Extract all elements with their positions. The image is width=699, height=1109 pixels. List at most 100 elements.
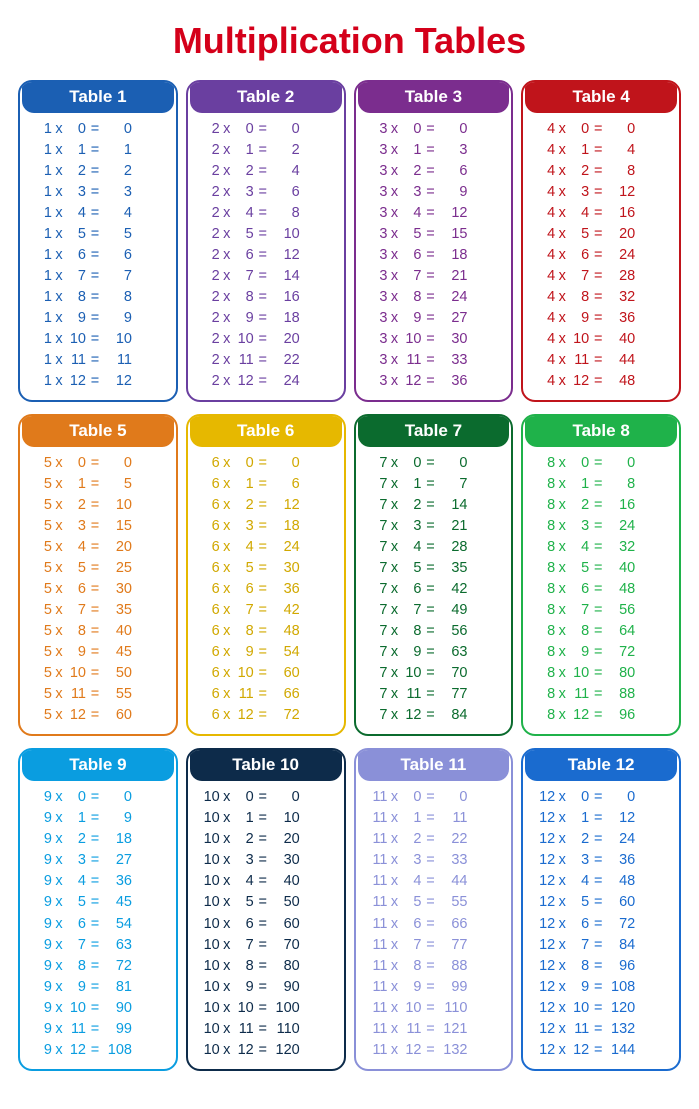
table-row: 7x4=28 xyxy=(366,537,502,558)
table-row: 4x12=48 xyxy=(533,371,669,392)
table-row: 1x8=8 xyxy=(30,287,166,308)
multiplier: 2 xyxy=(66,161,88,182)
product: 10 xyxy=(270,224,300,245)
product: 15 xyxy=(102,516,132,537)
multiplier: 8 xyxy=(234,956,256,977)
product: 0 xyxy=(605,787,635,808)
equals-symbol: = xyxy=(591,371,605,392)
equals-symbol: = xyxy=(591,1019,605,1040)
table-row: 4x6=24 xyxy=(533,245,669,266)
table-rows: 6x0=06x1=66x2=126x3=186x4=246x5=306x6=36… xyxy=(188,447,344,734)
equals-symbol: = xyxy=(88,935,102,956)
product: 6 xyxy=(438,161,468,182)
table-card-7: Table 77x0=07x1=77x2=147x3=217x4=287x5=3… xyxy=(354,414,514,736)
multiplicand: 6 xyxy=(198,558,220,579)
multiplicand: 11 xyxy=(366,935,388,956)
multiplicand: 4 xyxy=(533,224,555,245)
multiplier: 4 xyxy=(234,537,256,558)
product: 12 xyxy=(605,808,635,829)
times-symbol: x xyxy=(52,474,66,495)
equals-symbol: = xyxy=(424,914,438,935)
table-row: 11x9=99 xyxy=(366,977,502,998)
table-row: 6x11=66 xyxy=(198,684,334,705)
product: 0 xyxy=(270,453,300,474)
multiplier: 8 xyxy=(569,621,591,642)
multiplier: 12 xyxy=(234,371,256,392)
product: 55 xyxy=(102,684,132,705)
equals-symbol: = xyxy=(256,684,270,705)
multiplier: 3 xyxy=(234,182,256,203)
product: 24 xyxy=(605,245,635,266)
times-symbol: x xyxy=(555,119,569,140)
multiplier: 9 xyxy=(234,977,256,998)
table-row: 1x5=5 xyxy=(30,224,166,245)
multiplicand: 10 xyxy=(198,829,220,850)
times-symbol: x xyxy=(388,850,402,871)
equals-symbol: = xyxy=(88,474,102,495)
table-card-4: Table 44x0=04x1=44x2=84x3=124x4=164x5=20… xyxy=(521,80,681,402)
product: 24 xyxy=(270,537,300,558)
product: 121 xyxy=(438,1019,468,1040)
multiplier: 10 xyxy=(569,998,591,1019)
product: 60 xyxy=(102,705,132,726)
multiplicand: 2 xyxy=(198,371,220,392)
times-symbol: x xyxy=(555,705,569,726)
multiplier: 5 xyxy=(402,558,424,579)
times-symbol: x xyxy=(52,266,66,287)
table-row: 9x6=54 xyxy=(30,914,166,935)
multiplier: 9 xyxy=(402,642,424,663)
equals-symbol: = xyxy=(256,914,270,935)
multiplier: 1 xyxy=(569,808,591,829)
multiplier: 11 xyxy=(234,350,256,371)
table-row: 12x5=60 xyxy=(533,892,669,913)
equals-symbol: = xyxy=(88,182,102,203)
equals-symbol: = xyxy=(88,956,102,977)
multiplier: 1 xyxy=(402,474,424,495)
equals-symbol: = xyxy=(88,161,102,182)
times-symbol: x xyxy=(388,453,402,474)
multiplicand: 5 xyxy=(30,705,52,726)
multiplicand: 3 xyxy=(366,266,388,287)
product: 14 xyxy=(438,495,468,516)
multiplicand: 5 xyxy=(30,516,52,537)
multiplicand: 4 xyxy=(533,161,555,182)
multiplicand: 1 xyxy=(30,287,52,308)
multiplier: 10 xyxy=(402,998,424,1019)
table-row: 12x7=84 xyxy=(533,935,669,956)
multiplicand: 12 xyxy=(533,808,555,829)
multiplier: 4 xyxy=(402,203,424,224)
multiplier: 5 xyxy=(234,892,256,913)
table-row: 9x11=99 xyxy=(30,1019,166,1040)
table-row: 2x9=18 xyxy=(198,308,334,329)
times-symbol: x xyxy=(388,1019,402,1040)
product: 48 xyxy=(605,579,635,600)
multiplier: 9 xyxy=(66,977,88,998)
product: 0 xyxy=(438,787,468,808)
times-symbol: x xyxy=(555,600,569,621)
table-header: Table 9 xyxy=(22,750,174,781)
product: 4 xyxy=(605,140,635,161)
multiplier: 6 xyxy=(234,914,256,935)
multiplicand: 7 xyxy=(366,495,388,516)
table-row: 8x6=48 xyxy=(533,579,669,600)
multiplier: 6 xyxy=(66,914,88,935)
equals-symbol: = xyxy=(256,787,270,808)
table-row: 5x11=55 xyxy=(30,684,166,705)
product: 3 xyxy=(102,182,132,203)
table-row: 3x4=12 xyxy=(366,203,502,224)
table-rows: 2x0=02x1=22x2=42x3=62x4=82x5=102x6=122x7… xyxy=(188,113,344,400)
product: 132 xyxy=(438,1040,468,1061)
product: 20 xyxy=(270,829,300,850)
times-symbol: x xyxy=(555,935,569,956)
product: 33 xyxy=(438,850,468,871)
equals-symbol: = xyxy=(591,998,605,1019)
table-card-2: Table 22x0=02x1=22x2=42x3=62x4=82x5=102x… xyxy=(186,80,346,402)
multiplicand: 1 xyxy=(30,266,52,287)
product: 45 xyxy=(102,642,132,663)
table-row: 10x12=120 xyxy=(198,1040,334,1061)
table-row: 11x12=132 xyxy=(366,1040,502,1061)
equals-symbol: = xyxy=(591,579,605,600)
multiplicand: 8 xyxy=(533,600,555,621)
table-row: 1x1=1 xyxy=(30,140,166,161)
table-header: Table 12 xyxy=(525,750,677,781)
